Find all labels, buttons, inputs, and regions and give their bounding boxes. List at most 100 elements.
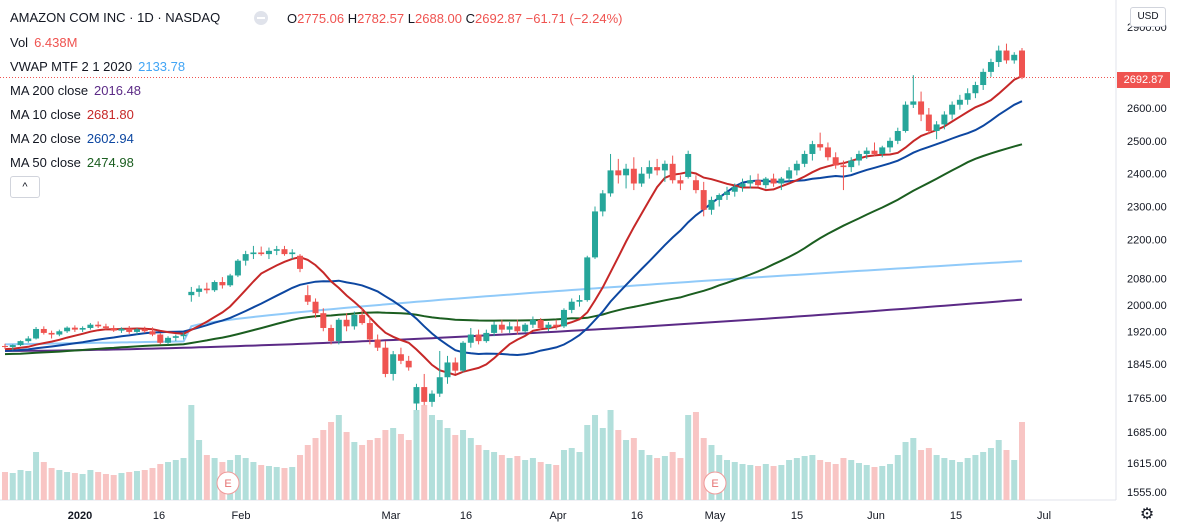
candle-body <box>281 249 288 255</box>
candle-body <box>949 104 956 115</box>
volume-bar <box>87 470 94 500</box>
volume-bar <box>553 465 560 500</box>
volume-bar <box>328 422 335 500</box>
volume-bar <box>576 452 583 500</box>
candle-body <box>708 199 715 210</box>
y-tick-label: 2400.00 <box>1127 169 1167 181</box>
candle-body <box>203 288 210 291</box>
volume-bar <box>452 435 459 500</box>
candle-body <box>700 190 707 210</box>
indicator-ma10[interactable]: MA 10 close 2681.80 <box>10 107 134 122</box>
candle-body <box>669 163 676 181</box>
candle-body <box>467 334 474 343</box>
indicator-ma200[interactable]: MA 200 close 2016.48 <box>10 83 141 98</box>
volume-bar <box>529 458 536 500</box>
indicator-label: MA 20 close <box>10 131 81 146</box>
candle-body <box>460 342 467 371</box>
candle-body <box>351 314 358 327</box>
candle-body <box>1019 50 1025 78</box>
volume-bar <box>2 472 8 500</box>
x-tick-label: 15 <box>791 510 803 522</box>
volume-bar <box>211 458 218 500</box>
candle-body <box>592 211 599 258</box>
candle-body <box>987 62 994 72</box>
candle-body <box>615 170 622 176</box>
volume-bar <box>250 462 257 500</box>
indicator-value: 2681.80 <box>86 107 134 122</box>
candle-body <box>95 324 102 327</box>
volume-bar <box>910 438 917 500</box>
candle-body <box>894 130 901 141</box>
y-tick-label: 1845.00 <box>1127 359 1167 371</box>
volume-bar <box>537 462 544 500</box>
toggle-legend-icon[interactable] <box>254 11 268 25</box>
candle-body <box>553 324 560 327</box>
candle-body <box>918 101 925 115</box>
candle-body <box>560 309 567 327</box>
candle-body <box>297 255 304 269</box>
volume-bar <box>258 465 265 500</box>
candle-body <box>964 93 971 100</box>
symbol-title[interactable]: AMAZON COM INC · 1D · NASDAQ <box>10 10 221 25</box>
candle-body <box>64 327 71 332</box>
last-price-label: 2692.87 <box>1117 72 1170 88</box>
volume-bar <box>770 466 777 500</box>
volume-bar <box>887 464 894 500</box>
candle-body <box>755 180 762 186</box>
candle-body <box>786 170 793 179</box>
y-tick-label: 2000.00 <box>1127 300 1167 312</box>
candle-body <box>630 168 637 184</box>
volume-bar <box>545 464 552 500</box>
candle-body <box>607 170 614 194</box>
collapse-indicators-button[interactable]: ^ <box>10 176 40 198</box>
candle-body <box>723 191 730 196</box>
volume-bar <box>64 472 71 500</box>
candle-body <box>40 328 47 333</box>
y-tick-label: 1685.00 <box>1127 427 1167 439</box>
volume-bar <box>95 472 102 500</box>
candle-body <box>397 354 404 361</box>
candle-body <box>172 336 179 338</box>
candle-body <box>149 331 156 335</box>
volume-bar <box>172 460 179 500</box>
volume-bar <box>592 415 599 500</box>
volume-bar <box>762 464 769 500</box>
candle-body <box>343 319 350 327</box>
candle-body <box>498 324 505 330</box>
x-tick-label: 2020 <box>68 510 92 522</box>
y-tick-label: 1765.00 <box>1127 393 1167 405</box>
indicator-ma20[interactable]: MA 20 close 2602.94 <box>10 131 134 146</box>
volume-bar <box>405 440 412 500</box>
volume-bar <box>560 450 567 500</box>
volume-bar <box>747 465 754 500</box>
indicator-ma50[interactable]: MA 50 close 2474.98 <box>10 155 134 170</box>
volume-bar <box>428 415 435 500</box>
indicator-value: 2474.98 <box>86 155 134 170</box>
volume-bar <box>956 462 963 500</box>
candle-body <box>444 362 451 378</box>
volume-bar <box>48 468 55 500</box>
volume-bar <box>9 473 16 500</box>
volume-bar <box>933 455 940 500</box>
candle-body <box>17 341 24 346</box>
indicator-vol[interactable]: Vol 6.438M <box>10 35 77 50</box>
candle-body <box>428 393 435 402</box>
currency-button[interactable]: USD <box>1130 7 1166 27</box>
settings-gear-icon[interactable]: ⚙ <box>1139 506 1155 523</box>
indicator-vwap[interactable]: VWAP MTF 2 1 2020 2133.78 <box>10 59 185 74</box>
volume-bar <box>289 467 296 500</box>
volume-bar <box>568 448 575 500</box>
volume-bar <box>1011 460 1018 500</box>
candle-body <box>902 104 909 131</box>
x-tick-label: May <box>705 510 726 522</box>
candle-body <box>623 168 630 176</box>
volume-bar <box>79 474 86 500</box>
candle-body <box>405 360 412 368</box>
candle-body <box>545 324 552 328</box>
candle-body <box>382 347 389 374</box>
volume-bar <box>685 415 692 500</box>
volume-bar <box>33 452 40 500</box>
volume-bar <box>196 440 203 500</box>
volume-bar <box>755 466 762 500</box>
